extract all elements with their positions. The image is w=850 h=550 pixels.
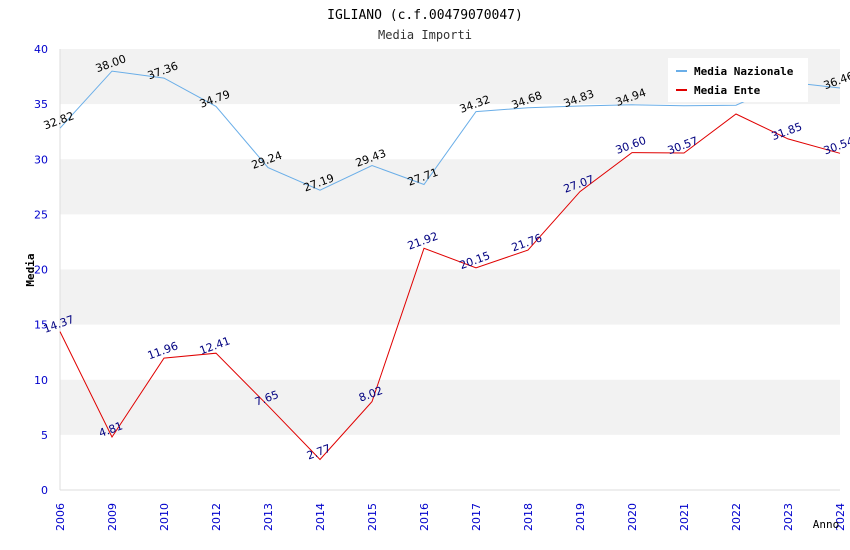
x-tick-label: 2014 [314, 503, 327, 531]
x-axis: 2006 2009 2010 2012 2013 2014 2015 2016 2017 2018… [54, 503, 847, 531]
y-axis: 0 5 10 15 20 25 30 35 40 [34, 43, 48, 497]
x-tick-label: 2009 [106, 503, 119, 531]
x-tick-label: 2015 [366, 503, 379, 531]
data-label: 20.15 [458, 249, 492, 272]
y-axis-title: Media [24, 253, 37, 286]
x-tick-label: 2020 [626, 503, 639, 531]
grid-band [60, 379, 840, 435]
chart-subtitle: Media Importi [378, 28, 472, 42]
series-line-nazionale [59, 70, 841, 191]
series-lines [59, 70, 841, 461]
data-label: 30.57 [666, 134, 700, 157]
data-label: 11.96 [146, 339, 180, 362]
y-tick-label: 20 [34, 264, 48, 277]
x-tick-label: 2010 [158, 503, 171, 531]
x-tick-label: 2018 [522, 503, 535, 531]
grid-bands [59, 49, 840, 491]
x-tick-label: 2021 [678, 503, 691, 531]
x-tick-label: 2017 [470, 503, 483, 531]
data-label: 14.37 [42, 313, 76, 336]
y-tick-label: 40 [34, 43, 48, 56]
legend-label-nazionale: Media Nazionale [694, 65, 794, 78]
grid-band [60, 159, 840, 215]
y-tick-label: 25 [34, 208, 48, 221]
legend-label-ente: Media Ente [694, 84, 761, 97]
data-label: 2.77 [305, 442, 332, 463]
grid-band [60, 269, 840, 325]
y-tick-label: 30 [34, 153, 48, 166]
legend: Media Nazionale Media Ente [668, 58, 808, 102]
y-tick-label: 5 [41, 429, 48, 442]
data-label: 32.82 [42, 109, 76, 132]
x-tick-label: 2019 [574, 503, 587, 531]
x-axis-title: Anno [813, 518, 840, 531]
x-tick-label: 2006 [54, 503, 67, 531]
data-label: 12.41 [198, 334, 232, 357]
y-tick-label: 35 [34, 98, 48, 111]
x-tick-label: 2024 [834, 503, 847, 531]
x-tick-label: 2022 [730, 503, 743, 531]
x-tick-label: 2016 [418, 503, 431, 531]
x-tick-label: 2023 [782, 503, 795, 531]
data-label: 30.54 [822, 135, 850, 158]
y-tick-label: 15 [34, 319, 48, 332]
data-label: 31.85 [770, 120, 804, 143]
x-tick-label: 2012 [210, 503, 223, 531]
y-tick-label: 0 [41, 484, 48, 497]
legend-box [668, 58, 808, 102]
data-label: 21.92 [406, 230, 440, 253]
series-line-ente [59, 113, 841, 461]
chart-title: IGLIANO (c.f.00479070047) [327, 8, 523, 23]
x-tick-label: 2013 [262, 503, 275, 531]
y-tick-label: 10 [34, 374, 48, 387]
